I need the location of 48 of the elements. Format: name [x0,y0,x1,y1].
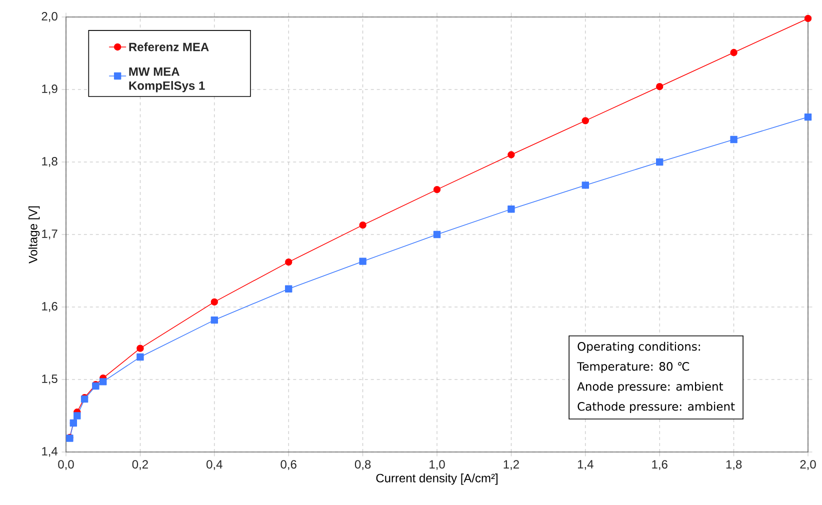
point [730,48,738,56]
x-axis-title: Current density [A/cm²] [376,474,498,485]
point [285,258,292,266]
point [433,230,441,238]
point [582,117,590,124]
annotation: Cathode pressure: ambient [578,402,735,413]
y-tick-label: 1,9 [42,84,58,94]
point [656,158,664,166]
point [730,136,738,144]
x-tick-label: 0,2 [132,460,148,470]
y-tick-label: 1,6 [42,302,58,312]
y-tick-label: 1,8 [42,157,58,167]
x-tick-label: 2,0 [800,460,816,470]
annotation: Temperature: 80 ℃ [577,362,690,373]
point [804,113,812,121]
point [433,186,441,194]
x-tick-label: 0,8 [354,460,371,470]
point [210,298,218,306]
y-tick-label: 2,0 [42,12,58,22]
x-tick-label: 0,6 [280,460,296,470]
annotation: Anode pressure: ambient [577,382,724,393]
point [656,83,664,90]
y-tick-label: 1,5 [42,374,58,384]
point [100,378,107,386]
point [508,151,515,158]
y-tick-label: 1,4 [42,447,58,457]
point [136,344,144,352]
x-tick-label: 0,0 [58,460,74,470]
point [804,14,812,22]
point [136,353,144,361]
legend-label: MW MEA KompElSys 1 [129,67,205,92]
point [74,412,81,420]
point [508,206,515,213]
x-tick-label: 0,4 [206,460,222,470]
x-tick-label: 1,0 [430,460,445,470]
x-tick-label: 1,6 [652,460,668,470]
y-axis-title: Voltage [V] [28,206,40,264]
point [359,258,366,265]
point [359,221,366,229]
point [582,182,590,189]
legend-label: Referenz MEA [129,42,209,52]
annotation: Operating conditions: [578,342,700,353]
x-tick-label: 1,4 [578,460,594,470]
point [210,316,218,324]
x-tick-label: 1,8 [726,460,742,470]
y-tick-label: 1,7 [42,230,58,240]
x-tick-label: 1,2 [504,460,519,470]
point [285,285,292,292]
